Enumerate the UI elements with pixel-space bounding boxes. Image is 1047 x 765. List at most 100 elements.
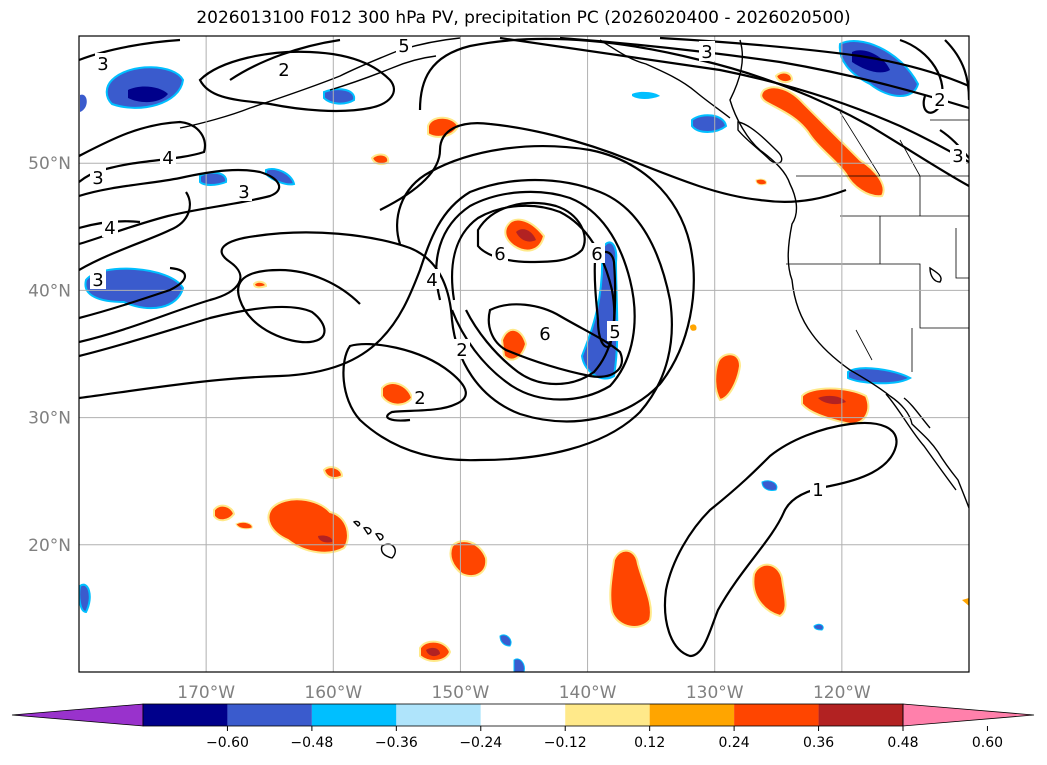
precip-blob [323,88,356,105]
coastline-vancouver-island [737,121,783,164]
precip-blob [449,540,488,577]
contour-label: 2 [934,90,945,111]
colorbar-tick-label: −0.12 [544,735,587,751]
precip-blob [847,367,913,385]
precip-blob [235,521,253,530]
colorbar-segment [227,704,312,726]
colorbar-segment [649,704,735,726]
contour-label-bg [424,269,440,289]
contour-label: 6 [539,324,550,345]
contour-label: 4 [104,218,115,239]
colorbar-tick-label: −0.60 [206,735,249,751]
precip-blob [691,114,728,133]
coastline-aleutians [179,37,461,129]
contour-label-bg [950,145,966,165]
borders [786,111,969,372]
colorbar-segment [396,704,481,726]
coastline-west-coast [729,39,969,509]
contour-label: 3 [92,270,103,291]
precip-blob [381,382,414,406]
colorbar-tick-label: 0.24 [719,735,750,751]
contour-label-bg [699,41,715,61]
pv-contour [79,266,187,320]
colorbar-tick-label: −0.36 [375,735,418,751]
precip-blob [500,329,528,361]
pv-contour [499,36,969,163]
precip-blob [499,634,512,647]
precip-blob [813,623,824,631]
contour-label: 3 [92,168,103,189]
contour-label-bg [95,53,111,73]
contour-label: 4 [162,148,173,169]
contour-label-bg [160,147,176,167]
precip-blob [213,504,236,522]
colorbar-segment [311,704,397,726]
pv-contour [79,38,181,62]
precip-blob [774,71,794,84]
colorbar [11,703,1035,727]
contour-label-bg [492,243,508,263]
precip-blob [714,353,742,402]
contour-label: 1 [812,480,823,501]
contour-label-bg [102,217,118,237]
precip-blob [818,395,846,405]
contour-label-bg [932,89,948,109]
y-tick-label: 40°N [28,281,71,301]
pv-contour [79,178,673,462]
x-tick-label: 120°W [813,683,871,703]
contour-label-bg [537,323,553,343]
contour-label: 2 [456,340,467,361]
precip-blob [752,563,787,618]
contour-label: 2 [414,388,425,409]
pv-contour [476,202,586,264]
pv-contour [593,250,617,348]
precip-blob [128,86,168,103]
contour-label-bg [412,387,428,407]
pv-contour [198,50,395,113]
pv-contour [379,122,847,211]
contour-label: 3 [701,42,712,63]
precip-blob [252,280,268,289]
chart-title: 2026013100 F012 300 hPa PV, precipitatio… [196,8,851,28]
pv-contour [939,129,969,159]
colorbar-extend-high [902,703,1035,727]
precip-blob [84,267,185,310]
colorbar-segment [565,704,650,726]
plot-frame [78,35,970,673]
y-tick-label: 20°N [28,536,71,556]
precip-blob [761,480,778,491]
precip-blob [690,324,697,331]
pv-contour [79,145,695,423]
contour-label-bg [454,339,470,359]
colorbar-tick-labels: −0.60 −0.48 −0.36 −0.24 −0.12 0.12 0.24 0.36 0.4… [206,726,1003,751]
contour-label-bg [90,269,106,289]
colorbar-tick-label: 0.48 [887,735,918,751]
coastlines [179,37,969,559]
border-states [786,176,969,372]
x-tick-label: 130°W [686,683,744,703]
contour-label: 5 [398,36,409,57]
precip-blob [962,598,969,606]
colorbar-frame [142,703,904,727]
pv-contour [450,204,616,386]
colorbar-segment [143,704,228,726]
precip-blob [513,658,525,672]
precip-blob [760,86,885,198]
pv-contour [559,36,969,110]
precip-blob [755,178,767,186]
y-axis-labels: 50°N 40°N 30°N 20°N [28,154,71,556]
precip-blob [801,387,870,426]
gridlines [79,36,969,672]
pv-contour [944,39,969,101]
precip-blob [79,583,91,614]
colorbar-tick-label: −0.48 [290,735,333,751]
coastline-guadalupe [929,266,942,283]
precip-blob [632,91,660,99]
pv-contour [79,168,281,246]
contour-label: 3 [97,54,108,75]
pv-contour [79,268,361,358]
contour-label-bg [90,167,106,187]
colorbar-tick-label: 0.12 [634,735,665,751]
contour-label: 5 [609,322,620,343]
